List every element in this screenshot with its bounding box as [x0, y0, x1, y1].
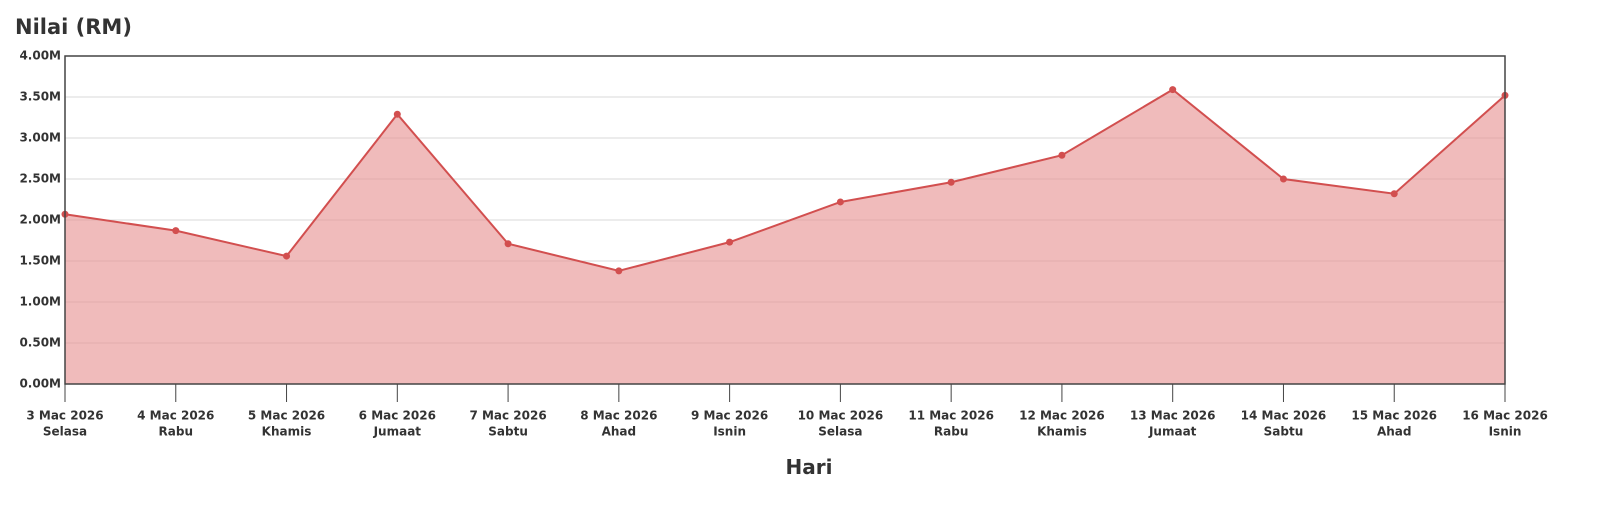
x-tick-label: 16 Mac 2026 — [1462, 409, 1548, 423]
data-point — [615, 267, 623, 275]
y-tick-label: 1.50M — [19, 254, 61, 268]
data-point — [172, 227, 180, 235]
x-tick-sublabel: Isnin — [1489, 425, 1522, 439]
y-tick-label: 2.50M — [19, 172, 61, 186]
x-tick-sublabel: Rabu — [159, 425, 193, 439]
x-tick-sublabel: Khamis — [262, 425, 312, 439]
data-point — [1058, 151, 1066, 159]
x-tick-label: 10 Mac 2026 — [798, 409, 884, 423]
y-tick-label: 3.50M — [19, 90, 61, 104]
data-point — [836, 198, 844, 206]
data-point — [726, 238, 734, 246]
y-tick-label: 2.00M — [19, 213, 61, 227]
x-tick-label: 11 Mac 2026 — [908, 409, 994, 423]
area-line — [64, 88, 1506, 272]
data-point — [1390, 190, 1398, 198]
chart-title: Nilai (RM) — [15, 15, 132, 39]
y-tick-label: 0.00M — [19, 377, 61, 391]
x-tick-label: 5 Mac 2026 — [248, 409, 325, 423]
x-tick-label: 12 Mac 2026 — [1019, 409, 1105, 423]
x-tick-sublabel: Rabu — [934, 425, 968, 439]
x-tick-label: 8 Mac 2026 — [580, 409, 657, 423]
data-point — [393, 110, 401, 118]
x-tick-label: 7 Mac 2026 — [469, 409, 546, 423]
x-tick-label: 14 Mac 2026 — [1241, 409, 1327, 423]
x-tick-sublabel: Sabtu — [488, 425, 528, 439]
data-point — [947, 178, 955, 186]
x-tick-label: 3 Mac 2026 — [26, 409, 103, 423]
data-point — [283, 252, 291, 260]
data-point — [1279, 175, 1287, 183]
plot-border — [64, 55, 1506, 385]
x-tick-sublabel: Jumaat — [373, 425, 422, 439]
x-tick-sublabel: Jumaat — [1148, 425, 1197, 439]
x-tick-label: 6 Mac 2026 — [359, 409, 436, 423]
x-tick-label: 4 Mac 2026 — [137, 409, 214, 423]
x-tick-sublabel: Khamis — [1037, 425, 1087, 439]
x-axis-label: Hari — [786, 455, 833, 479]
data-point — [1169, 86, 1177, 94]
x-tick-label: 9 Mac 2026 — [691, 409, 768, 423]
y-tick-label: 4.00M — [19, 49, 61, 63]
x-tick-sublabel: Selasa — [43, 425, 87, 439]
x-tick-sublabel: Selasa — [818, 425, 862, 439]
x-tick-label: 13 Mac 2026 — [1130, 409, 1216, 423]
x-tick-label: 15 Mac 2026 — [1351, 409, 1437, 423]
y-tick-label: 3.00M — [19, 131, 61, 145]
y-tick-label: 1.00M — [19, 295, 61, 309]
data-point — [504, 240, 512, 248]
x-tick-sublabel: Ahad — [1377, 425, 1412, 439]
x-tick-sublabel: Isnin — [713, 425, 746, 439]
x-tick-sublabel: Sabtu — [1264, 425, 1304, 439]
x-tick-sublabel: Ahad — [602, 425, 637, 439]
y-tick-label: 0.50M — [19, 336, 61, 350]
area-fill — [65, 89, 1505, 385]
